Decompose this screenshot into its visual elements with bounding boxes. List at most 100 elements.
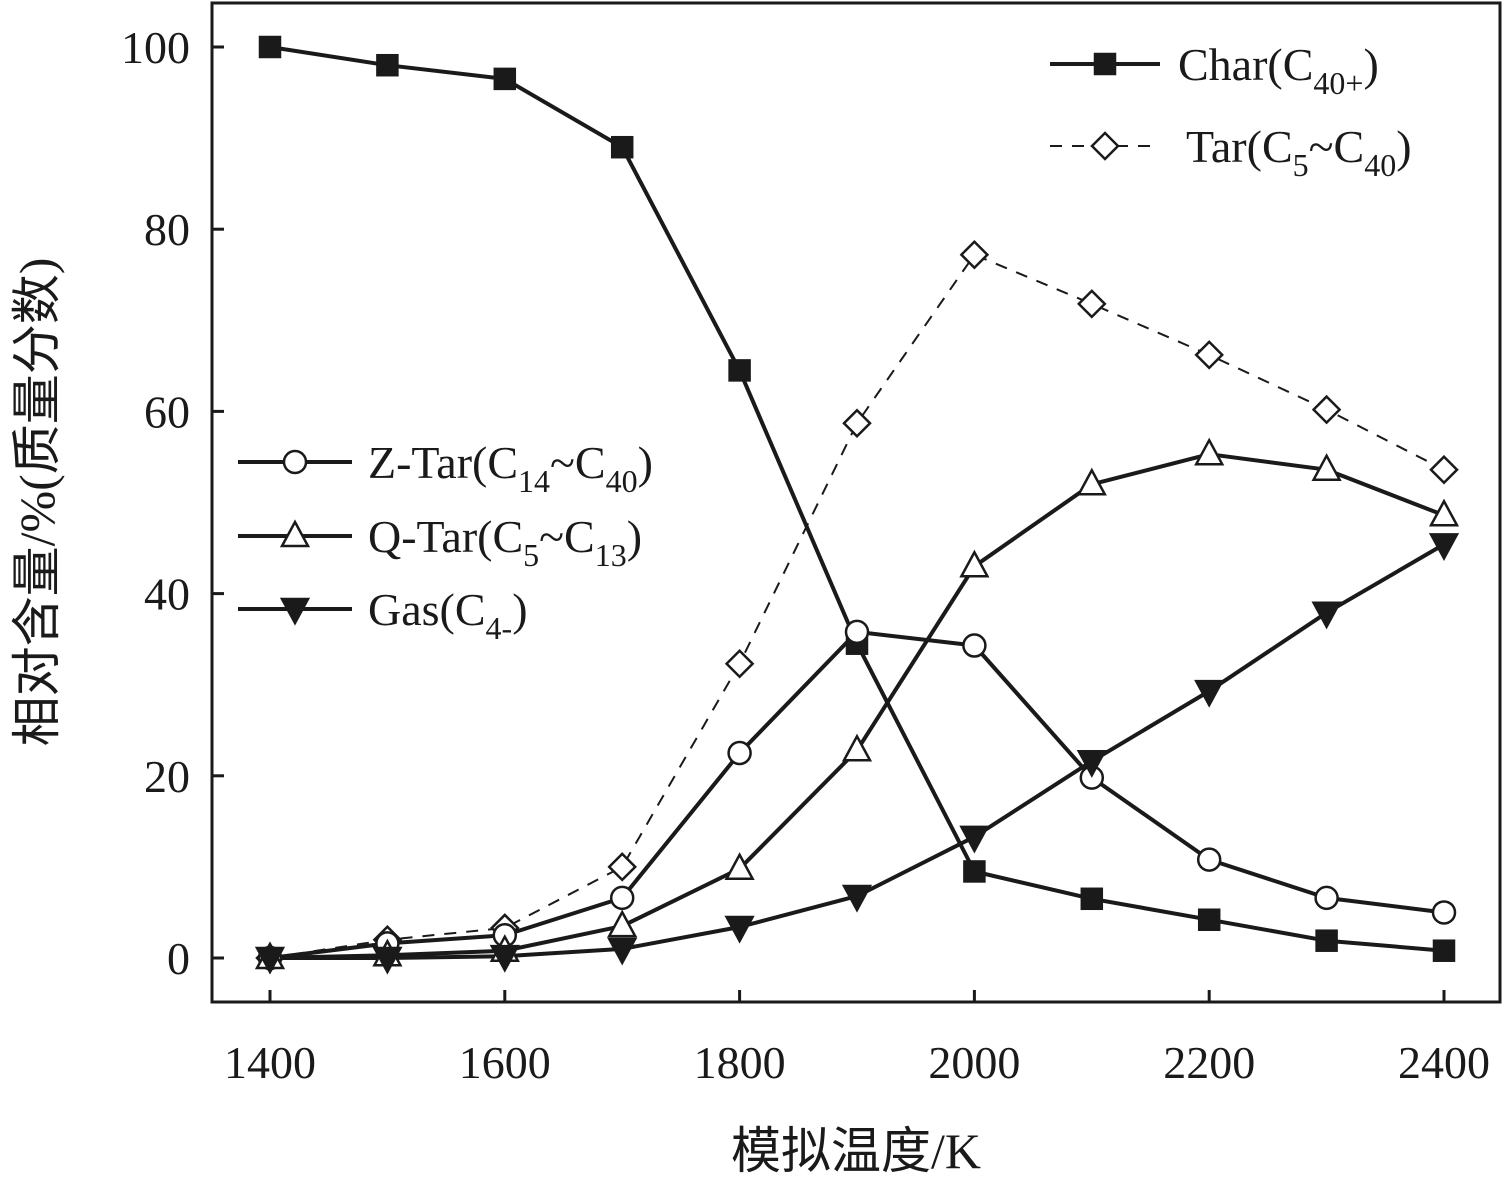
y-axis-title: 相对含量/%(质量分数) [9, 258, 65, 747]
data-point-qtar [959, 549, 990, 578]
data-point-char [1197, 908, 1221, 931]
x-tick-label: 2200 [1163, 1037, 1255, 1088]
data-point-gas [254, 946, 286, 975]
legend-label-gas: Gas(C4-) [368, 584, 528, 646]
data-point-char [376, 53, 399, 77]
data-point-tar [1311, 394, 1342, 425]
data-point-gas [1428, 533, 1460, 562]
legend-label-ztar: Z-Tar(C14~C40) [368, 437, 653, 499]
data-point-ztar [844, 619, 870, 645]
data-point-tar [842, 408, 872, 439]
y-tick-label: 0 [167, 933, 190, 984]
data-point-char [610, 135, 634, 159]
legend-entry-ztar: Z-Tar(C14~C40) [238, 437, 653, 499]
data-point-char [258, 35, 282, 59]
data-point-char [1080, 887, 1104, 911]
data-point-ztar [1431, 900, 1457, 925]
data-point-char [493, 67, 517, 91]
legend-entry-tar: Tar(C5~C40) [1050, 121, 1412, 183]
legend-label-char: Char(C40+) [1178, 39, 1379, 101]
data-point-gas [724, 915, 755, 944]
x-tick-label: 1400 [224, 1037, 316, 1088]
y-tick-label: 80 [144, 204, 190, 255]
legend-label-part: 40+ [1313, 65, 1363, 101]
data-point-gas [841, 884, 873, 913]
data-point-qtar [1428, 498, 1460, 527]
legend-label-qtar: Q-Tar(C5~C13) [368, 511, 642, 573]
legend-label-part: 5 [1293, 147, 1309, 183]
x-tick-label: 1600 [459, 1037, 551, 1088]
legend-label-part: 4- [486, 610, 513, 646]
legend-label-part: Tar(C [1186, 121, 1293, 172]
data-point-gas [607, 937, 638, 966]
data-point-gas [1076, 749, 1107, 778]
legend-label-part: 14 [518, 463, 550, 499]
legend-marker-ztar [282, 449, 308, 475]
legend-label-part: Q-Tar(C [368, 511, 523, 562]
data-point-ztar [727, 740, 752, 766]
legend-label-part: ~C [539, 511, 595, 562]
data-point-qtar [1194, 437, 1225, 466]
data-point-tar [607, 852, 637, 882]
legend-marker-gas [279, 597, 311, 626]
legend-label-part: ) [1396, 121, 1411, 172]
legend-label-tar: Tar(C5~C40) [1186, 121, 1412, 183]
series-markers [254, 35, 1460, 975]
data-point-qtar [607, 909, 638, 938]
legend-label-part: Char(C [1178, 39, 1313, 90]
legend-label-part: ~C [550, 437, 606, 488]
data-point-gas [959, 825, 990, 854]
legend-marker-char [1093, 52, 1117, 76]
legend-label-part: Gas(C [368, 584, 486, 635]
data-point-qtar [1076, 467, 1107, 496]
data-point-char [728, 359, 751, 382]
y-axis: 0 20 40 60 80 100 [121, 22, 224, 984]
data-point-qtar [1311, 453, 1342, 481]
series-line-tar [269, 253, 1445, 959]
y-tick-label: 60 [144, 386, 190, 437]
legend-label-part: 40 [1364, 147, 1396, 183]
legend-label-part: 40 [606, 463, 638, 499]
legend-label-part: ) [627, 511, 642, 562]
data-point-tar [1429, 454, 1459, 485]
legend-label-part: ) [512, 584, 527, 635]
x-axis: 1400 1600 1800 2000 2200 2400 [224, 990, 1490, 1088]
data-point-ztar [962, 633, 987, 658]
y-tick-label: 20 [144, 751, 190, 802]
legend-label-part: ~C [1309, 121, 1365, 172]
data-point-ztar [609, 885, 635, 911]
legends: Char(C40+)Tar(C5~C40)Z-Tar(C14~C40)Q-Tar… [238, 39, 1412, 646]
legend-entry-char: Char(C40+) [1050, 39, 1379, 101]
data-point-gas [1194, 679, 1225, 708]
legend-label-part: ) [1363, 39, 1378, 90]
data-point-gas [1311, 601, 1342, 630]
data-point-gas [489, 944, 520, 973]
data-point-tar [1194, 340, 1224, 370]
data-point-tar [959, 239, 990, 270]
y-tick-label: 40 [144, 569, 190, 620]
data-point-char [1315, 929, 1338, 952]
x-tick-label: 2000 [928, 1037, 1020, 1088]
y-tick-label: 100 [121, 22, 190, 73]
data-point-tar [1077, 289, 1107, 319]
data-point-ztar [1196, 847, 1222, 872]
legend-marker-tar [1090, 131, 1120, 161]
data-point-ztar [1314, 885, 1339, 911]
plot-frame [210, 1, 1502, 1004]
legend-entry-qtar: Q-Tar(C5~C13) [238, 511, 642, 573]
legend-marker-qtar [279, 519, 311, 548]
x-tick-label: 2400 [1398, 1037, 1490, 1088]
x-tick-label: 1800 [694, 1037, 786, 1088]
data-point-char [963, 860, 986, 883]
data-point-qtar [724, 852, 755, 880]
legend-label-part: 5 [523, 537, 539, 573]
data-point-qtar [841, 733, 873, 762]
legend-label-part: ) [638, 437, 653, 488]
legend-label-part: Z-Tar(C [368, 437, 518, 488]
legend-entry-gas: Gas(C4-) [238, 584, 528, 646]
data-point-char [1432, 939, 1456, 962]
data-point-tar [724, 648, 755, 679]
legend-label-part: 13 [595, 537, 627, 573]
